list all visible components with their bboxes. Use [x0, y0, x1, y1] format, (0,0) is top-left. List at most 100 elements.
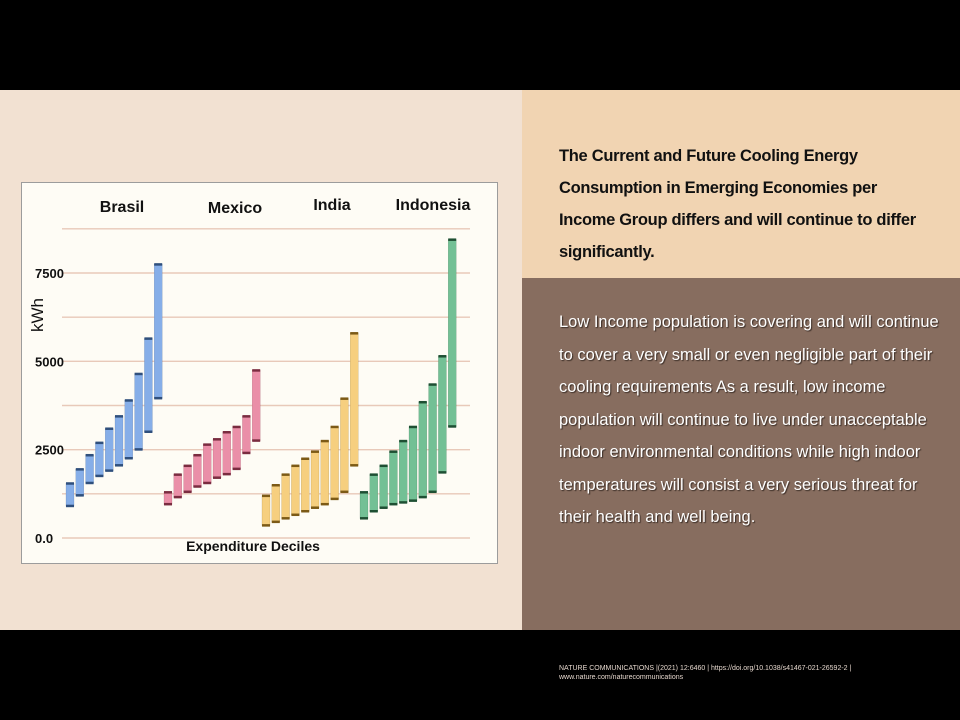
range-bar-india [281, 474, 290, 519]
bar-cap-high [124, 399, 133, 402]
bar-cap-low [379, 506, 388, 509]
bar-cap-low [213, 476, 221, 479]
bar-cap-low [222, 472, 231, 476]
category-label-indonesia: Indonesia [396, 197, 471, 214]
bar-cap-high [360, 491, 368, 494]
range-bar-india [291, 465, 300, 516]
y-tick-labels: 0.0 2500 5000 7500 [35, 266, 64, 546]
range-bar-brasil [114, 415, 124, 466]
range-bar-mexico [203, 444, 212, 484]
bar-cap-high [213, 438, 221, 441]
bar-cap-high [134, 372, 143, 376]
range-bar-brasil [154, 264, 163, 399]
bar-cap-high [173, 473, 182, 476]
range-bar-indonesia [359, 491, 369, 519]
range-bar-indonesia [399, 440, 408, 503]
grid-lines [62, 228, 470, 539]
bar-cap-high [222, 431, 231, 434]
bar-cap-high [193, 453, 202, 457]
bar-cap-low [193, 485, 202, 488]
range-bar-india [320, 440, 329, 505]
y-axis-label: kWh [28, 298, 47, 332]
range-bar-indonesia [448, 239, 457, 427]
category-label-brasil: Brasil [100, 199, 144, 216]
bar-cap-low [271, 520, 280, 524]
bar-cap-high [428, 383, 437, 386]
bar-cap-low [369, 510, 378, 513]
bar-cap-high [115, 415, 123, 418]
bar-cap-low [144, 430, 153, 433]
bar-cap-low [291, 513, 300, 517]
range-bar-indonesia [418, 401, 427, 498]
bar-cap-low [232, 467, 241, 471]
bar-cap-low [330, 497, 339, 501]
bar-cap-low [85, 481, 94, 485]
bar-cap-low [115, 464, 123, 467]
range-bar-india [271, 484, 280, 523]
range-bar-indonesia [438, 355, 447, 473]
category-labels: Brasil Mexico India Indonesia [100, 197, 471, 217]
range-bar-brasil [124, 400, 133, 459]
bar-cap-low [95, 474, 104, 478]
range-bar-india [350, 332, 359, 466]
bar-cap-low [409, 499, 417, 502]
range-bar-brasil [95, 442, 104, 477]
bar-cap-high [369, 473, 378, 476]
bar-cap-high [183, 464, 192, 468]
range-bar-indonesia [408, 426, 418, 502]
bar-cap-high [66, 482, 74, 485]
range-bar-brasil [75, 468, 84, 496]
bar-cap-high [75, 468, 84, 471]
bar-cap-high [262, 494, 270, 498]
range-bar-brasil [85, 454, 94, 484]
bar-cap-high [95, 441, 104, 445]
chart-svg: 0.0 2500 5000 7500 Brasil Mexico India Indones… [28, 197, 471, 554]
bar-cap-low [105, 469, 114, 472]
y-tick-label: 7500 [35, 266, 64, 281]
bar-cap-high [448, 238, 457, 241]
bar-cap-high [271, 484, 280, 487]
bar-cap-high [291, 464, 300, 468]
bar-cap-high [340, 397, 349, 400]
body-panel: Low Income population is covering and wi… [522, 278, 960, 681]
bar-cap-high [252, 369, 261, 372]
bar-cap-low [301, 510, 310, 513]
citation-line-1: NATURE COMMUNICATIONS |(2021) 12:6460 | … [559, 665, 852, 672]
headline-text: The Current and Future Cooling Energy Co… [559, 147, 916, 261]
bar-cap-low [399, 501, 408, 504]
range-bar-brasil [144, 338, 153, 433]
bars [65, 238, 457, 527]
headline-panel: The Current and Future Cooling Energy Co… [522, 90, 960, 278]
range-bar-mexico [232, 426, 241, 470]
bar-cap-low [242, 451, 251, 455]
range-bar-brasil [105, 428, 114, 472]
bar-cap-high [281, 473, 290, 476]
citation-line-2: www.nature.com/naturecommunications [559, 674, 684, 681]
bar-cap-low [203, 481, 212, 485]
bar-cap-low [389, 502, 398, 506]
category-label-india: India [313, 197, 350, 214]
bar-cap-high [301, 457, 310, 460]
category-label-mexico: Mexico [208, 200, 262, 217]
bar-cap-high [399, 439, 408, 443]
bar-cap-high [144, 337, 153, 340]
bar-cap-high [379, 464, 388, 468]
bar-cap-high [409, 425, 417, 429]
body-text: Low Income population is covering and wi… [559, 313, 939, 526]
bar-cap-low [66, 504, 74, 508]
bar-cap-low [418, 495, 427, 499]
bar-cap-high [242, 415, 251, 418]
range-bar-india [340, 398, 349, 493]
range-bar-mexico [222, 431, 231, 475]
bar-cap-high [389, 450, 398, 453]
range-bar-india [261, 495, 271, 526]
range-bar-mexico [173, 474, 182, 498]
range-bar-indonesia [369, 474, 378, 512]
bar-cap-high [203, 443, 212, 446]
left-panel: 0.0 2500 5000 7500 Brasil Mexico India Indones… [0, 90, 522, 630]
bar-cap-low [124, 457, 133, 460]
range-bar-brasil [134, 373, 143, 450]
range-bar-mexico [163, 491, 173, 505]
range-bar-indonesia [428, 384, 437, 493]
range-bar-india [330, 426, 339, 500]
